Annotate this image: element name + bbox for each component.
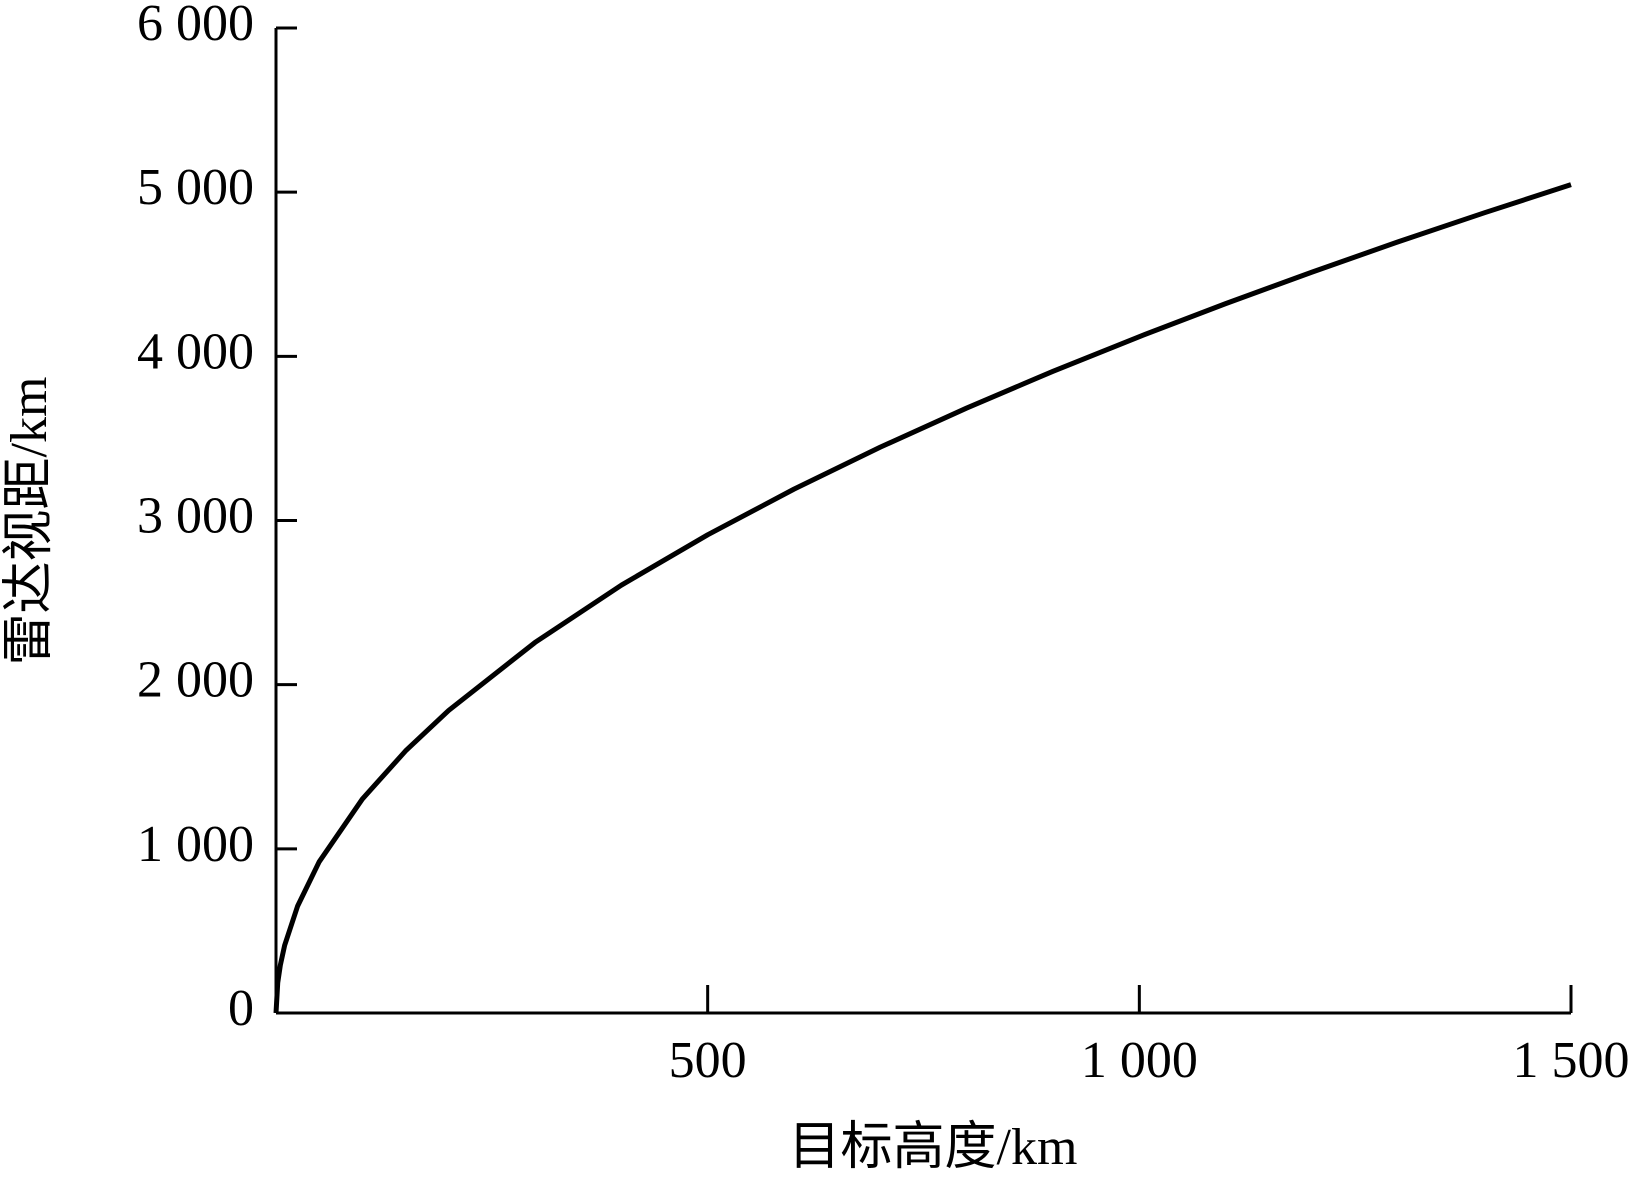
data-line bbox=[273, 182, 1572, 1014]
y-tick-label: 6 000 bbox=[137, 0, 254, 52]
y-tick-label: 0 bbox=[228, 980, 254, 1037]
x-tick-label: 1 000 bbox=[1081, 1032, 1198, 1089]
x-axis-title: 目标高度/km bbox=[789, 1119, 1078, 1176]
y-axis-title: 雷达视距/km bbox=[1, 377, 58, 666]
y-tick-label: 3 000 bbox=[137, 487, 254, 544]
y-tick-label: 5 000 bbox=[137, 159, 254, 216]
y-tick-label: 2 000 bbox=[137, 652, 254, 709]
y-tick-label: 1 000 bbox=[137, 816, 254, 873]
x-tick-label: 1 500 bbox=[1513, 1032, 1630, 1089]
y-tick-label: 4 000 bbox=[137, 323, 254, 380]
x-tick-label: 500 bbox=[669, 1032, 747, 1089]
